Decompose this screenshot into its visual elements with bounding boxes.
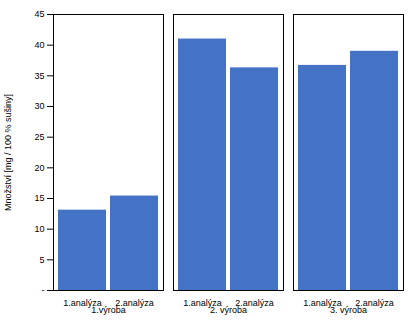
svg-text:1.výroba: 1.výroba [91,305,126,315]
svg-text:25: 25 [34,132,44,142]
svg-text:1.analýza: 1.analýza [63,297,102,308]
svg-text:3. výroba: 3. výroba [330,305,367,315]
svg-text:15: 15 [34,193,44,203]
svg-text:5: 5 [39,255,44,265]
svg-text:20: 20 [34,163,44,173]
svg-text:Množství [mg / 100 % sušiny]: Množství [mg / 100 % sušiny] [3,94,13,211]
svg-text:2.analýza: 2.analýza [115,297,154,308]
svg-text:1.analýza: 1.analýza [183,297,222,308]
svg-text:2. výroba: 2. výroba [210,305,247,315]
svg-text:35: 35 [34,71,44,81]
svg-text:10: 10 [34,224,44,234]
svg-text:2.analýza: 2.analýza [235,297,274,308]
svg-text:40: 40 [34,40,44,50]
svg-text:2.analýza: 2.analýza [355,297,394,308]
svg-text:45: 45 [34,9,44,19]
svg-text:1.analýza: 1.analýza [303,297,342,308]
svg-text:-: - [42,285,45,295]
svg-text:30: 30 [34,101,44,111]
